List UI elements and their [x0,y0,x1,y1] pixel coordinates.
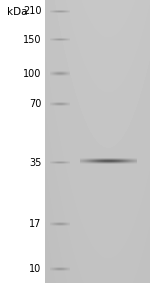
Text: 70: 70 [29,99,41,110]
Text: 150: 150 [23,35,41,45]
Text: 210: 210 [23,6,41,16]
Text: kDa: kDa [8,7,28,17]
Text: 17: 17 [29,219,41,229]
Text: 10: 10 [29,264,41,274]
Text: 100: 100 [23,69,41,79]
Text: 35: 35 [29,158,41,168]
